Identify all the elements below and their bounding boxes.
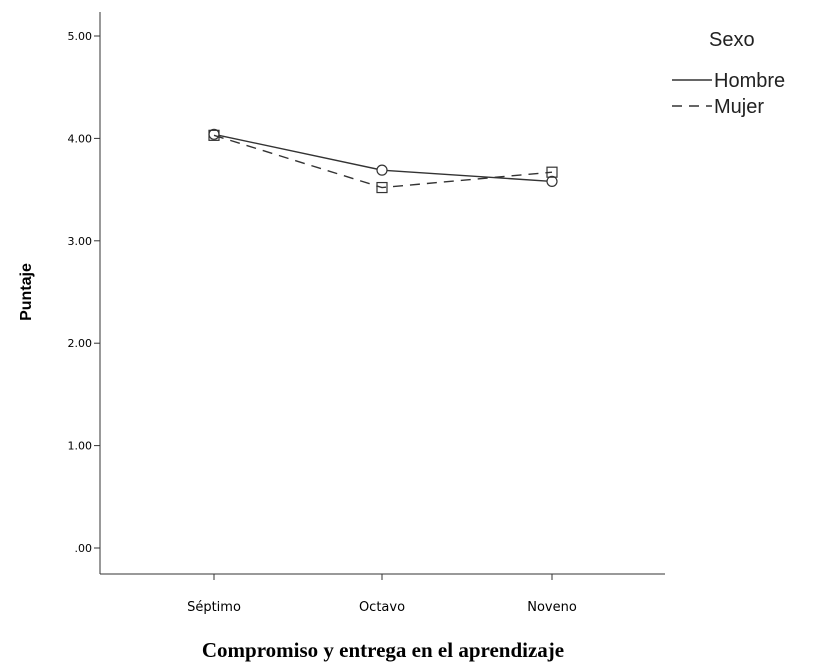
data-point-square (546, 166, 558, 178)
y-tick-label: 5.00 (68, 30, 93, 43)
y-tick-label: .00 (75, 542, 93, 555)
legend-item: Hombre (672, 70, 785, 92)
series-mujer (208, 129, 558, 194)
series-hombre (208, 128, 558, 188)
x-tick-label: Noveno (527, 600, 577, 615)
y-tick-label: 2.00 (68, 337, 93, 350)
legend: Sexo Hombre Mujer (672, 29, 785, 118)
series-line (213, 134, 553, 189)
y-axis-label: Puntaje (18, 263, 35, 321)
series-layer (208, 128, 558, 194)
legend-label: Hombre (714, 70, 785, 92)
data-point-square (376, 181, 388, 194)
x-tick-label: Séptimo (187, 600, 241, 615)
data-point-square (208, 129, 220, 141)
legend-item: Mujer (672, 96, 764, 118)
data-point-circle (376, 164, 388, 176)
legend-label: Mujer (714, 96, 764, 118)
y-tick-label: 3.00 (68, 235, 93, 248)
x-axis: Séptimo Octavo Noveno (100, 573, 665, 615)
y-axis: .00 1.00 2.00 3.00 4.00 5.00 (68, 12, 101, 574)
data-point-circle (546, 175, 558, 188)
legend-title: Sexo (709, 29, 755, 51)
x-axis-label: Compromiso y entrega en el aprendizaje (202, 638, 564, 662)
y-tick-label: 1.00 (68, 440, 93, 453)
y-tick-label: 4.00 (68, 132, 93, 145)
x-tick-label: Octavo (359, 600, 405, 615)
